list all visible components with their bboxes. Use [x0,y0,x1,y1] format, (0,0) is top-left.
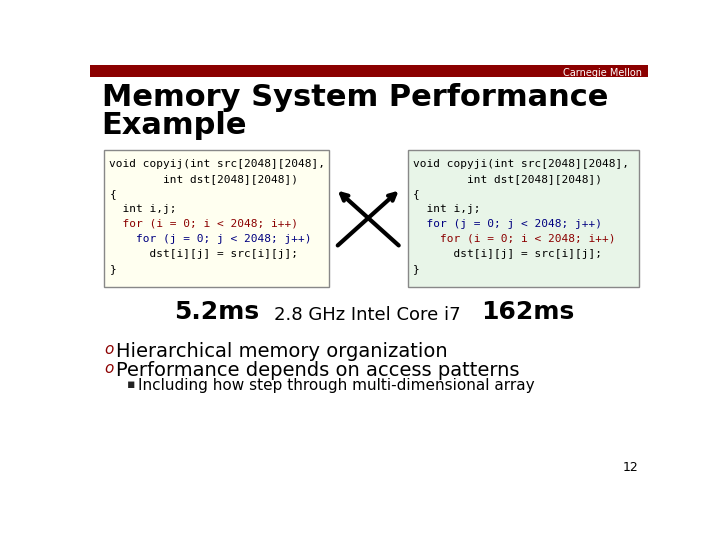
Text: 5.2ms: 5.2ms [174,300,259,323]
Text: int i,j;: int i,j; [413,204,481,214]
Text: Including how step through multi-dimensional array: Including how step through multi-dimensi… [138,378,535,393]
Text: for (j = 0; j < 2048; j++): for (j = 0; j < 2048; j++) [109,234,312,244]
Text: }: } [109,264,116,274]
Text: }: } [413,264,420,274]
Text: Hierarchical memory organization: Hierarchical memory organization [117,342,448,361]
Text: Carnegie Mellon: Carnegie Mellon [563,68,642,78]
Text: for (j = 0; j < 2048; j++): for (j = 0; j < 2048; j++) [413,219,602,229]
Text: 162ms: 162ms [481,300,575,323]
Text: Memory System Performance: Memory System Performance [102,83,608,112]
Text: void copyji(int src[2048][2048],: void copyji(int src[2048][2048], [413,159,629,168]
FancyBboxPatch shape [104,150,329,287]
Text: ▪: ▪ [127,378,135,391]
Text: int i,j;: int i,j; [109,204,177,214]
Text: int dst[2048][2048]): int dst[2048][2048]) [413,174,602,184]
Text: for (i = 0; i < 2048; i++): for (i = 0; i < 2048; i++) [109,219,298,229]
Text: dst[i][j] = src[i][j];: dst[i][j] = src[i][j]; [109,249,298,259]
Text: for (i = 0; i < 2048; i++): for (i = 0; i < 2048; i++) [413,234,616,244]
FancyBboxPatch shape [408,150,639,287]
Text: {: { [109,189,116,199]
Text: int dst[2048][2048]): int dst[2048][2048]) [109,174,298,184]
Text: dst[i][j] = src[i][j];: dst[i][j] = src[i][j]; [413,249,602,259]
Text: 12: 12 [623,462,639,475]
Text: {: { [413,189,420,199]
Text: o: o [104,342,113,357]
Text: 2.8 GHz Intel Core i7: 2.8 GHz Intel Core i7 [274,306,461,324]
Text: void copyij(int src[2048][2048],: void copyij(int src[2048][2048], [109,159,325,168]
Text: Example: Example [102,111,247,140]
FancyBboxPatch shape [90,65,648,77]
Text: o: o [104,361,113,376]
Text: Performance depends on access patterns: Performance depends on access patterns [117,361,520,380]
